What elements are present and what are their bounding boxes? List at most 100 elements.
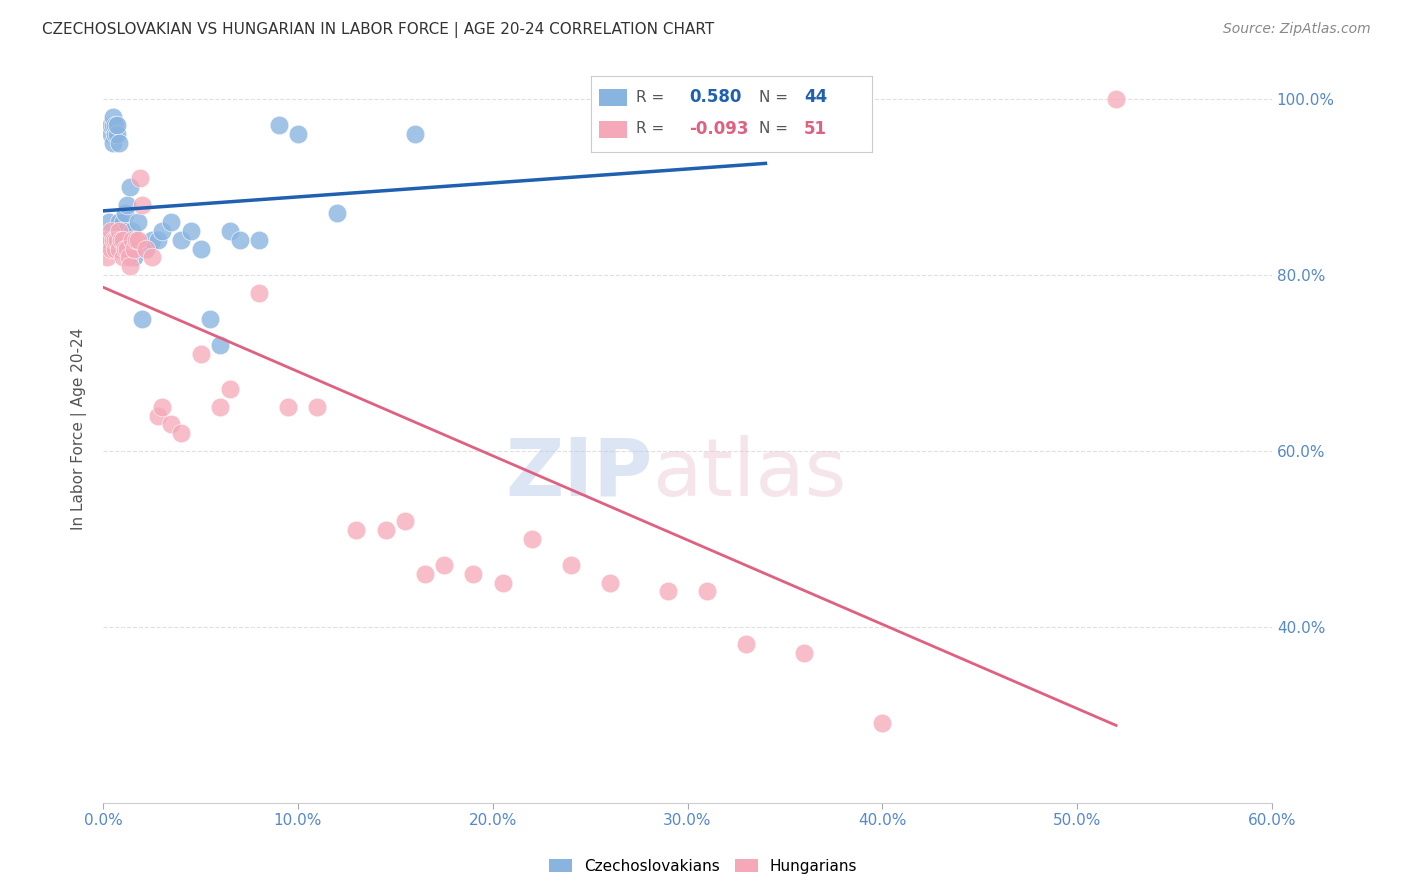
Point xyxy=(98,233,121,247)
Point xyxy=(114,206,136,220)
Point xyxy=(96,233,118,247)
Point xyxy=(287,128,309,142)
Point xyxy=(433,558,456,573)
Point xyxy=(124,242,146,256)
Point xyxy=(100,242,122,256)
Text: 51: 51 xyxy=(804,120,827,138)
Point xyxy=(247,285,270,300)
Point xyxy=(228,233,250,247)
Point xyxy=(491,575,513,590)
Point xyxy=(1105,92,1128,106)
Point xyxy=(218,382,240,396)
Point xyxy=(520,532,543,546)
Text: Source: ZipAtlas.com: Source: ZipAtlas.com xyxy=(1223,22,1371,37)
Point xyxy=(111,251,134,265)
Point xyxy=(200,312,222,326)
Point xyxy=(394,514,416,528)
Point xyxy=(127,233,149,247)
Point xyxy=(105,233,128,247)
Point xyxy=(190,242,212,256)
Point xyxy=(120,259,142,273)
Point xyxy=(129,171,152,186)
Point xyxy=(247,233,270,247)
Text: 0.580: 0.580 xyxy=(689,88,741,106)
Point xyxy=(326,206,349,220)
Point xyxy=(141,233,163,247)
Point xyxy=(105,119,128,133)
Point xyxy=(413,566,436,581)
Point xyxy=(111,233,134,247)
Point xyxy=(209,400,232,414)
Point xyxy=(101,136,124,150)
Point xyxy=(101,233,124,247)
Text: N =: N = xyxy=(759,121,789,136)
Point xyxy=(124,251,146,265)
Text: -0.093: -0.093 xyxy=(689,120,748,138)
Y-axis label: In Labor Force | Age 20-24: In Labor Force | Age 20-24 xyxy=(72,327,87,530)
Point xyxy=(346,523,368,537)
Point xyxy=(96,251,118,265)
Point xyxy=(267,119,290,133)
Point xyxy=(131,197,153,211)
Point xyxy=(117,251,139,265)
Point xyxy=(209,338,232,352)
Point xyxy=(190,347,212,361)
Text: R =: R = xyxy=(636,89,664,104)
Point xyxy=(104,128,127,142)
Point xyxy=(125,233,148,247)
Point xyxy=(100,119,122,133)
Point xyxy=(107,136,129,150)
Text: R =: R = xyxy=(636,121,664,136)
Text: CZECHOSLOVAKIAN VS HUNGARIAN IN LABOR FORCE | AGE 20-24 CORRELATION CHART: CZECHOSLOVAKIAN VS HUNGARIAN IN LABOR FO… xyxy=(42,22,714,38)
Point xyxy=(115,197,138,211)
Point xyxy=(131,312,153,326)
Point xyxy=(114,224,136,238)
Point xyxy=(180,224,202,238)
Point xyxy=(277,400,299,414)
Point xyxy=(404,128,426,142)
Point xyxy=(115,242,138,256)
Point xyxy=(120,180,142,194)
Point xyxy=(107,215,129,229)
Point xyxy=(100,128,122,142)
Point xyxy=(111,233,134,247)
Point xyxy=(307,400,329,414)
Text: atlas: atlas xyxy=(652,434,846,513)
Point xyxy=(101,119,124,133)
Point xyxy=(150,400,173,414)
Point xyxy=(599,575,621,590)
Point xyxy=(121,224,143,238)
Point xyxy=(107,224,129,238)
Point xyxy=(111,215,134,229)
Point xyxy=(127,215,149,229)
Point xyxy=(374,523,396,537)
Point xyxy=(105,128,128,142)
Point xyxy=(170,426,193,441)
Point xyxy=(146,233,169,247)
Point xyxy=(135,242,157,256)
Point xyxy=(110,224,132,238)
Point xyxy=(141,251,163,265)
Point xyxy=(146,409,169,423)
Point xyxy=(170,233,193,247)
Point xyxy=(696,584,718,599)
Point xyxy=(735,637,758,651)
Point xyxy=(104,233,127,247)
Point xyxy=(114,242,136,256)
Point xyxy=(150,224,173,238)
Point xyxy=(107,242,129,256)
Point xyxy=(793,646,815,660)
Point xyxy=(121,233,143,247)
Point xyxy=(117,233,139,247)
Point xyxy=(872,716,894,731)
Point xyxy=(160,417,183,432)
Point xyxy=(104,242,127,256)
Text: N =: N = xyxy=(759,89,789,104)
Bar xyxy=(599,121,627,138)
Point xyxy=(110,242,132,256)
Point xyxy=(98,215,121,229)
Point xyxy=(754,119,776,133)
Point xyxy=(110,233,132,247)
Bar xyxy=(599,89,627,106)
Point xyxy=(218,224,240,238)
